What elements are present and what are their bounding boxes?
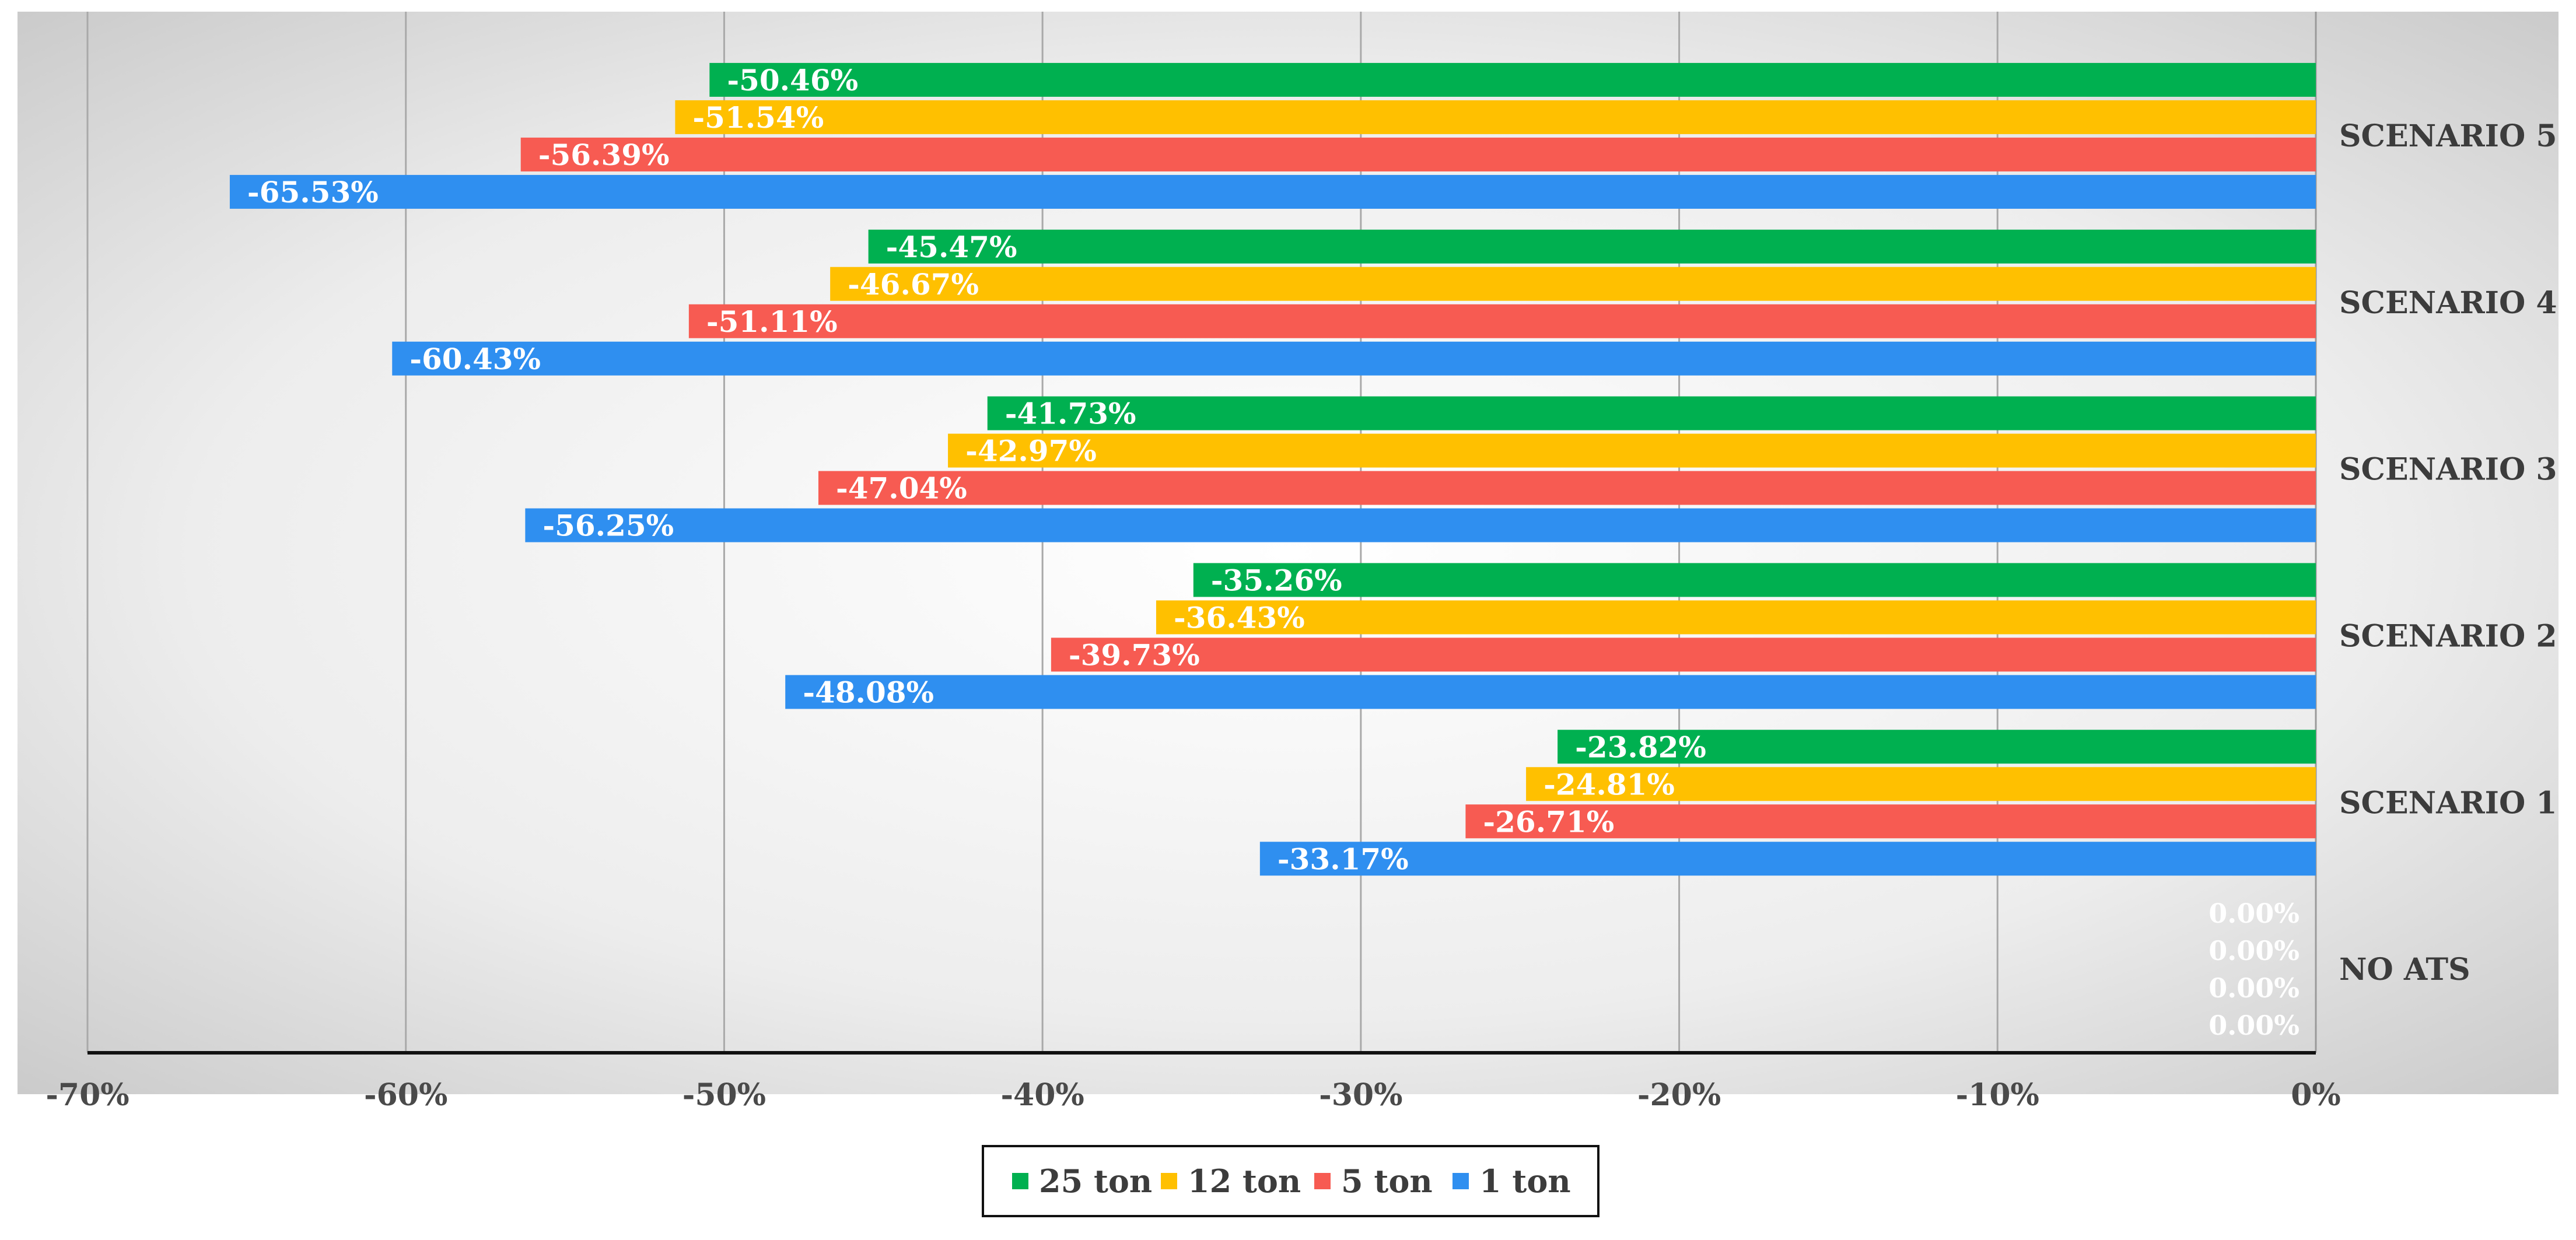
x-tick-label: -30%	[1319, 1077, 1402, 1113]
x-tick-label: -10%	[1956, 1077, 2039, 1113]
bar-12-ton-scenario-1	[1526, 767, 2316, 801]
data-label-25-ton-scenario-2: -35.26%	[1211, 563, 1342, 597]
x-tick-label: 0%	[2291, 1077, 2341, 1113]
data-label-5-ton-scenario-5: -56.39%	[538, 138, 670, 172]
bars	[229, 62, 2316, 876]
legend-label-12-ton: 12 ton	[1188, 1162, 1301, 1200]
bar-1-ton-scenario-4	[392, 341, 2316, 376]
bar-25-ton-scenario-5	[709, 62, 2316, 97]
x-tick-label: -50%	[682, 1077, 766, 1113]
bar-5-ton-scenario-5	[520, 137, 2316, 171]
x-tick-label: -20%	[1637, 1077, 1721, 1113]
bar-12-ton-scenario-5	[675, 100, 2316, 134]
category-labels: NO ATS SCENARIO 1 SCENARIO 2 SCENARIO 3 SCEN…	[2339, 118, 2557, 987]
legend-box	[982, 1145, 1600, 1217]
data-label-1-ton-no-ats: 0.00%	[2208, 1010, 2300, 1041]
data-label-25-ton-no-ats: 0.00%	[2208, 898, 2300, 929]
x-tick-label: -70%	[46, 1077, 129, 1113]
data-label-1-ton-scenario-3: -56.25%	[542, 509, 674, 543]
legend-label-25-ton: 25 ton	[1039, 1162, 1152, 1200]
x-tick-label: -60%	[364, 1077, 447, 1113]
legend-swatch-25-ton	[1012, 1173, 1028, 1189]
data-label-12-ton-scenario-2: -36.43%	[1174, 600, 1305, 635]
data-label-1-ton-scenario-2: -48.08%	[803, 675, 934, 709]
bar-5-ton-scenario-2	[1051, 637, 2316, 672]
bar-1-ton-scenario-1	[1259, 842, 2316, 876]
data-label-12-ton-scenario-4: -46.67%	[848, 267, 979, 302]
bar-12-ton-scenario-4	[830, 267, 2316, 301]
bar-5-ton-scenario-3	[818, 471, 2316, 505]
data-label-12-ton-scenario-5: -51.54%	[692, 100, 824, 135]
data-label-25-ton-scenario-4: -45.47%	[886, 230, 1017, 264]
category-label-scenario-4: SCENARIO 4	[2339, 285, 2557, 321]
data-label-12-ton-scenario-3: -42.97%	[965, 434, 1097, 468]
category-label-scenario-2: SCENARIO 2	[2339, 618, 2557, 654]
bar-25-ton-scenario-2	[1193, 563, 2316, 597]
data-labels: 0.00% 0.00% 0.00% 0.00% -23.82%-24.81%-26.71…	[247, 63, 2300, 1041]
bar-5-ton-scenario-4	[688, 304, 2316, 338]
data-label-5-ton-no-ats: 0.00%	[2208, 972, 2300, 1004]
category-label-scenario-5: SCENARIO 5	[2339, 118, 2557, 154]
bar-1-ton-scenario-2	[785, 675, 2316, 709]
data-label-5-ton-scenario-4: -51.11%	[706, 304, 838, 339]
category-label-scenario-1: SCENARIO 1	[2339, 785, 2557, 821]
category-label-no-ats: NO ATS	[2339, 952, 2470, 987]
data-label-5-ton-scenario-1: -26.71%	[1483, 804, 1614, 839]
data-label-1-ton-scenario-5: -65.53%	[247, 175, 379, 209]
legend-swatch-12-ton	[1161, 1173, 1177, 1189]
data-label-12-ton-no-ats: 0.00%	[2208, 935, 2300, 966]
data-label-25-ton-scenario-5: -50.46%	[727, 63, 858, 97]
legend-swatch-1-ton	[1452, 1173, 1469, 1189]
bar-25-ton-scenario-1	[1558, 730, 2316, 764]
bar-12-ton-scenario-3	[948, 433, 2316, 468]
legend-swatch-5-ton	[1314, 1173, 1331, 1189]
bar-25-ton-scenario-4	[868, 229, 2316, 264]
bar-25-ton-scenario-3	[987, 396, 2316, 430]
data-label-1-ton-scenario-4: -60.43%	[410, 342, 541, 376]
legend-label-5-ton: 5 ton	[1341, 1162, 1433, 1200]
data-label-5-ton-scenario-2: -39.73%	[1069, 637, 1200, 672]
data-label-25-ton-scenario-3: -41.73%	[1005, 397, 1136, 431]
bar-1-ton-scenario-3	[525, 508, 2316, 542]
x-axis: -70% -60% -50% -40% -30% -20% -10% 0%	[46, 1051, 2341, 1113]
x-tick-label: -40%	[1000, 1077, 1084, 1113]
legend-label-1-ton: 1 ton	[1479, 1162, 1571, 1200]
category-label-scenario-3: SCENARIO 3	[2339, 452, 2557, 488]
chart-background	[18, 12, 2558, 1094]
data-label-12-ton-scenario-1: -24.81%	[1544, 767, 1675, 801]
data-label-1-ton-scenario-1: -33.17%	[1278, 842, 1409, 876]
data-label-5-ton-scenario-3: -47.04%	[836, 471, 967, 506]
bar-1-ton-scenario-5	[229, 174, 2316, 209]
bar-12-ton-scenario-2	[1156, 600, 2316, 635]
legend: 25 ton 12 ton 5 ton 1 ton	[982, 1145, 1600, 1217]
bar-5-ton-scenario-1	[1465, 804, 2316, 839]
data-label-25-ton-scenario-1: -23.82%	[1575, 730, 1706, 764]
